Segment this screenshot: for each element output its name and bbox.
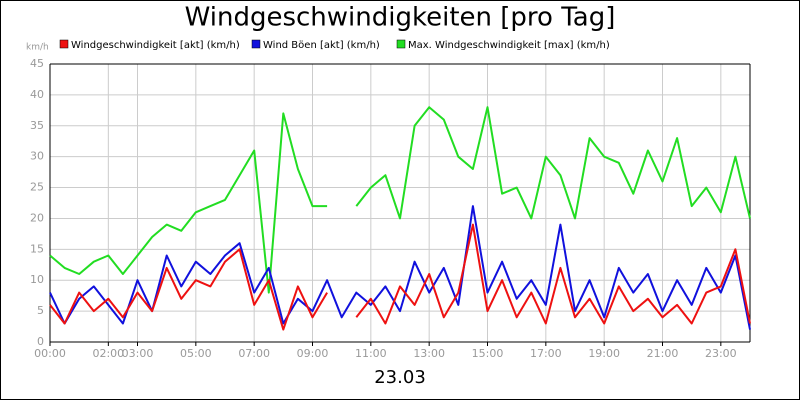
chart-title: Windgeschwindigkeiten [pro Tag] [185, 3, 616, 33]
y-tick-label: 30 [30, 150, 44, 163]
x-tick-label: 17:00 [530, 347, 562, 360]
y-tick-label: 20 [30, 211, 44, 224]
y-tick-label: 15 [30, 242, 44, 255]
series-line [49, 205, 751, 330]
y-axis-label: km/h [26, 43, 49, 53]
x-tick-label: 05:00 [180, 347, 212, 360]
x-tick-label: 15:00 [472, 347, 504, 360]
legend-swatch [251, 39, 261, 49]
x-tick-label: 21:00 [647, 347, 679, 360]
x-tick-label: 02:00 [92, 347, 124, 360]
x-tick-label: 03:00 [122, 347, 154, 360]
x-tick-label: 00:00 [34, 347, 66, 360]
series-line [49, 223, 751, 331]
x-tick-label: 13:00 [413, 347, 445, 360]
legend-label: Wind Böen [akt] (km/h) [263, 40, 380, 51]
x-axis-label: 23.03 [374, 367, 426, 388]
legend-swatch [59, 39, 69, 49]
y-tick-label: 0 [37, 335, 44, 348]
y-tick-label: 10 [30, 273, 44, 286]
y-tick-label: 45 [30, 57, 44, 70]
x-tick-label: 07:00 [238, 347, 270, 360]
x-tick-label: 11:00 [355, 347, 387, 360]
y-tick-label: 25 [30, 181, 44, 194]
legend-label: Max. Windgeschwindigkeit [max] (km/h) [408, 40, 610, 51]
x-tick-label: 23:00 [705, 347, 737, 360]
x-tick-label: 09:00 [297, 347, 329, 360]
plot-area [50, 64, 750, 342]
legend-swatch [396, 39, 406, 49]
x-tick-label: 19:00 [588, 347, 620, 360]
legend-label: Windgeschwindigkeit [akt] (km/h) [71, 40, 240, 51]
y-tick-label: 5 [37, 304, 44, 317]
y-tick-label: 40 [30, 88, 44, 101]
y-tick-label: 35 [30, 119, 44, 132]
series-line [49, 106, 751, 294]
